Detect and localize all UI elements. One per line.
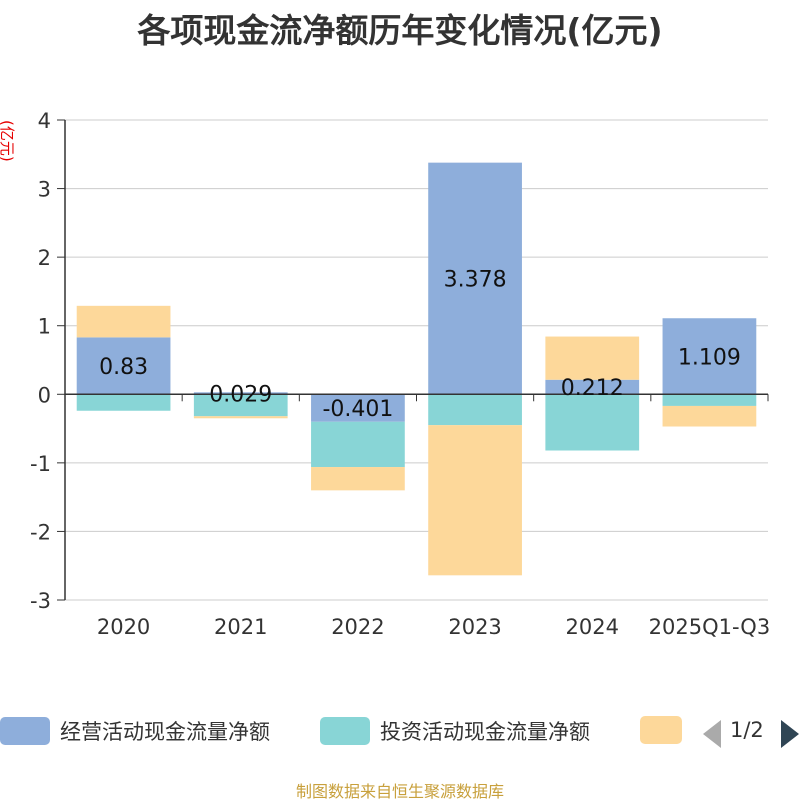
data-source-note: 制图数据来自恒生聚源数据库 (295, 782, 504, 801)
legend-next-page-icon[interactable] (781, 720, 799, 748)
bar-s2-2021 (193, 416, 288, 419)
y-tick-label: -1 (30, 452, 51, 476)
data-label: 0.029 (209, 382, 272, 407)
legend-swatch-operating (0, 717, 50, 745)
legend-swatch-financing (640, 716, 682, 744)
bar-s0-2023 (428, 162, 522, 395)
y-tick-label: -3 (30, 589, 51, 613)
legend-swatch-investing (320, 717, 370, 745)
data-label: 0.212 (561, 376, 624, 401)
chart-title: 各项现金流净额历年变化情况(亿元) (137, 11, 663, 50)
x-tick-label: 2021 (214, 615, 267, 639)
y-tick-label: 0 (38, 383, 51, 407)
bar-chart: 4 3 2 1 0 -1 -2 -3 2020 2021 2022 2023 2024 2025Q1-Q3… (30, 109, 771, 639)
x-tick-label: 2023 (448, 615, 501, 639)
bar-s2-2020 (76, 305, 171, 338)
legend-item-financing[interactable] (640, 716, 692, 744)
bar-s1-2024 (545, 394, 640, 451)
data-label: -0.401 (322, 397, 393, 422)
bar-s2-2024 (545, 336, 640, 380)
y-tick-label: 1 (38, 315, 51, 339)
legend-label-investing: 投资活动现金流量净额 (380, 720, 590, 744)
bar-s0-2022 (311, 394, 405, 422)
bar-s0-2024 (545, 379, 640, 395)
legend-label-operating: 经营活动现金流量净额 (60, 720, 270, 744)
data-label: 3.378 (444, 267, 507, 292)
bar-s1-2022 (311, 421, 405, 468)
bar-s2-2022 (311, 467, 405, 491)
x-tick-label: 2020 (97, 615, 150, 639)
bar-s2-2025Q1-Q3 (662, 405, 757, 427)
x-tick-label: 2022 (331, 615, 384, 639)
bar-s0-2021 (193, 392, 288, 395)
bar-s1-2021 (193, 394, 288, 417)
legend: 经营活动现金流量净额 投资活动现金流量净额 1/2 (0, 716, 800, 756)
y-tick-label: 4 (38, 109, 51, 133)
bar-s0-2020 (76, 337, 171, 395)
legend-item-investing[interactable]: 投资活动现金流量净额 (320, 716, 590, 746)
bar-s1-2025Q1-Q3 (662, 394, 757, 406)
legend-item-operating[interactable]: 经营活动现金流量净额 (0, 716, 270, 746)
x-tick-label: 2025Q1-Q3 (649, 615, 771, 639)
y-tick-label: -2 (30, 520, 51, 544)
x-tick-label: 2024 (566, 615, 619, 639)
legend-page-indicator: 1/2 (730, 718, 764, 742)
bar-s2-2023 (428, 425, 522, 576)
data-label: 0.83 (99, 355, 148, 380)
y-tick-label: 2 (38, 246, 51, 270)
bar-s0-2025Q1-Q3 (662, 318, 757, 395)
bar-s1-2023 (428, 394, 522, 426)
legend-prev-page-icon[interactable] (703, 720, 721, 748)
bar-s1-2020 (76, 394, 171, 411)
data-label: 1.109 (678, 345, 741, 370)
y-tick-label: 3 (38, 178, 51, 202)
